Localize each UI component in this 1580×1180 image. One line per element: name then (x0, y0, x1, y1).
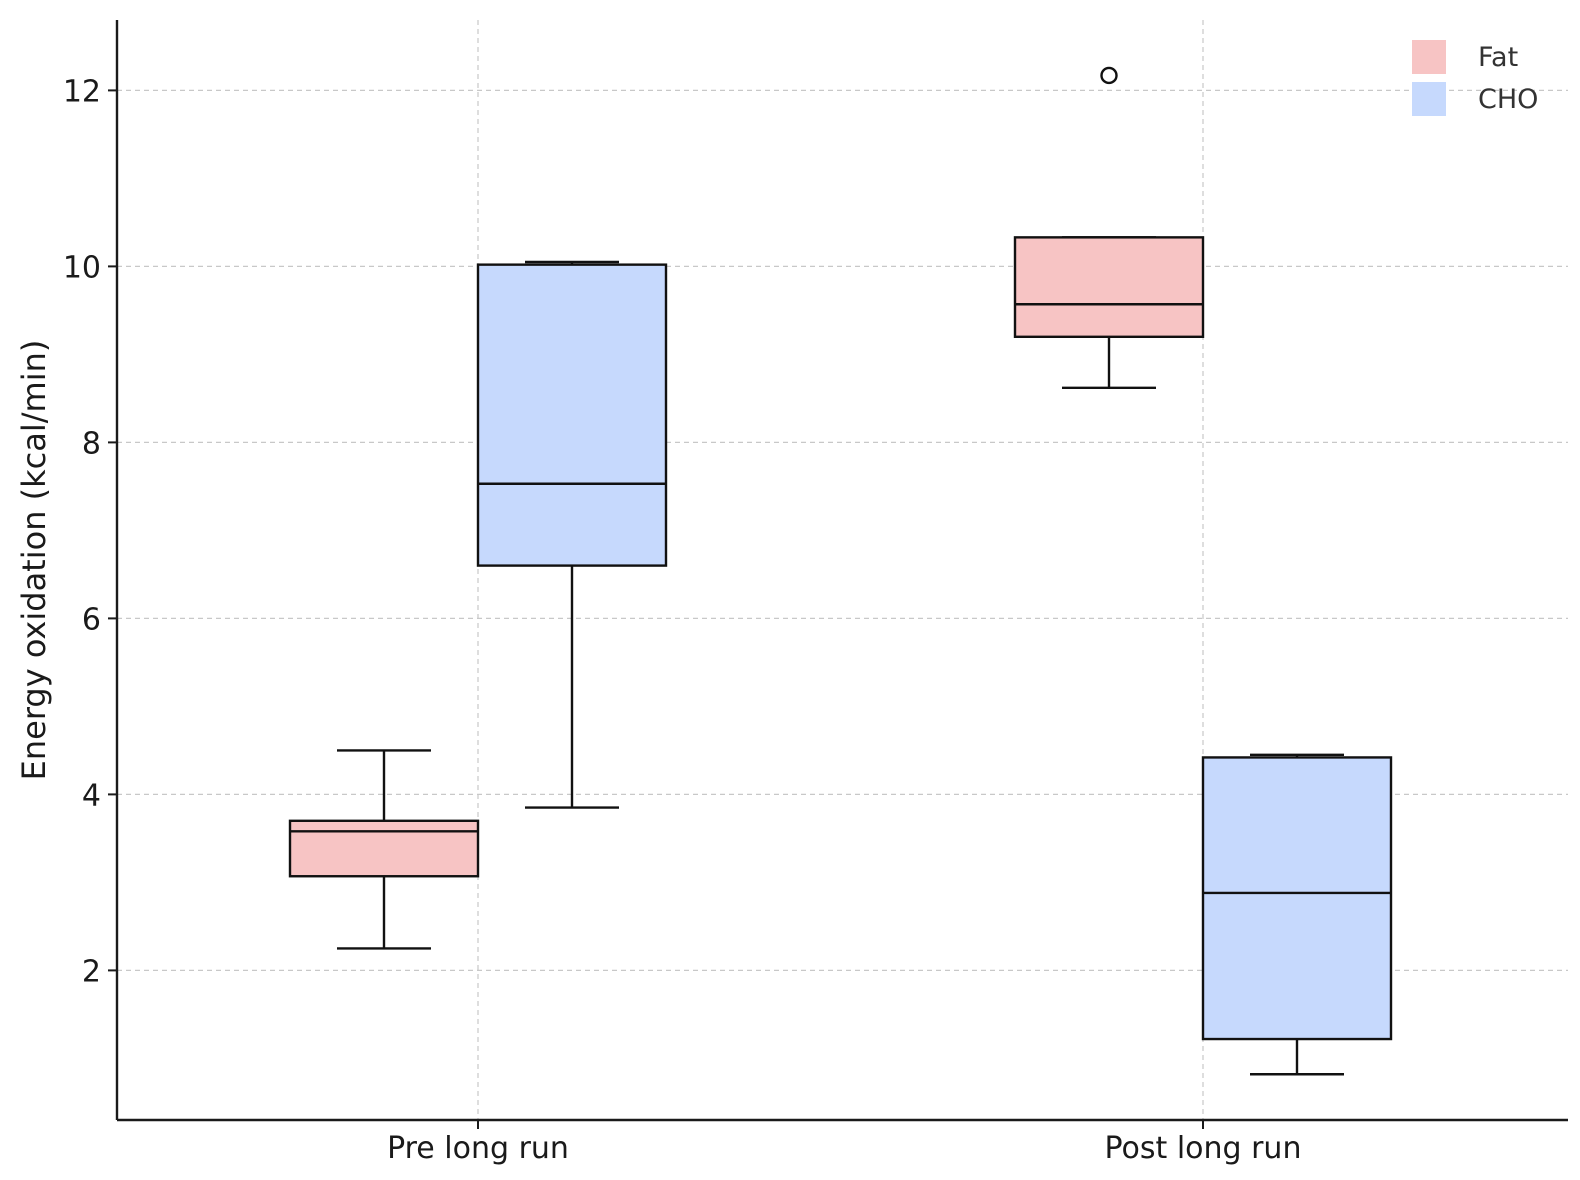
box-fat-0 (288, 749, 480, 950)
legend-entry-cho: CHO (1412, 82, 1538, 116)
y-tick-label: 12 (63, 74, 101, 109)
box-series (288, 66, 1393, 1076)
box-cho-1 (1201, 753, 1393, 1076)
iqr-box (476, 263, 668, 567)
box-cho-0 (476, 260, 668, 809)
y-tick-label: 8 (82, 426, 101, 461)
legend-label: CHO (1478, 84, 1538, 115)
x-tick-label: Post long run (1105, 1131, 1302, 1166)
y-tick-label: 6 (82, 602, 101, 637)
legend-label: Fat (1478, 42, 1518, 73)
y-tick-label: 2 (82, 954, 101, 989)
axes: 2 4 6 8 10 12 Pre long run Post long run Energy … (15, 20, 1568, 1166)
legend-swatch (1412, 82, 1446, 116)
legend: Fat CHO (1412, 40, 1538, 116)
y-axis-label: Energy oxidation (kcal/min) (15, 340, 53, 781)
iqr-box (1201, 756, 1393, 1041)
x-tick-label: Pre long run (387, 1131, 569, 1166)
outlier-point (1100, 66, 1118, 85)
iqr-box (1013, 236, 1205, 339)
box-fat-1 (1013, 66, 1205, 390)
iqr-box (288, 819, 480, 878)
y-tick-label: 4 (82, 778, 101, 813)
legend-entry-fat: Fat (1412, 40, 1518, 74)
legend-swatch (1412, 40, 1446, 74)
y-tick-label: 10 (63, 250, 101, 285)
